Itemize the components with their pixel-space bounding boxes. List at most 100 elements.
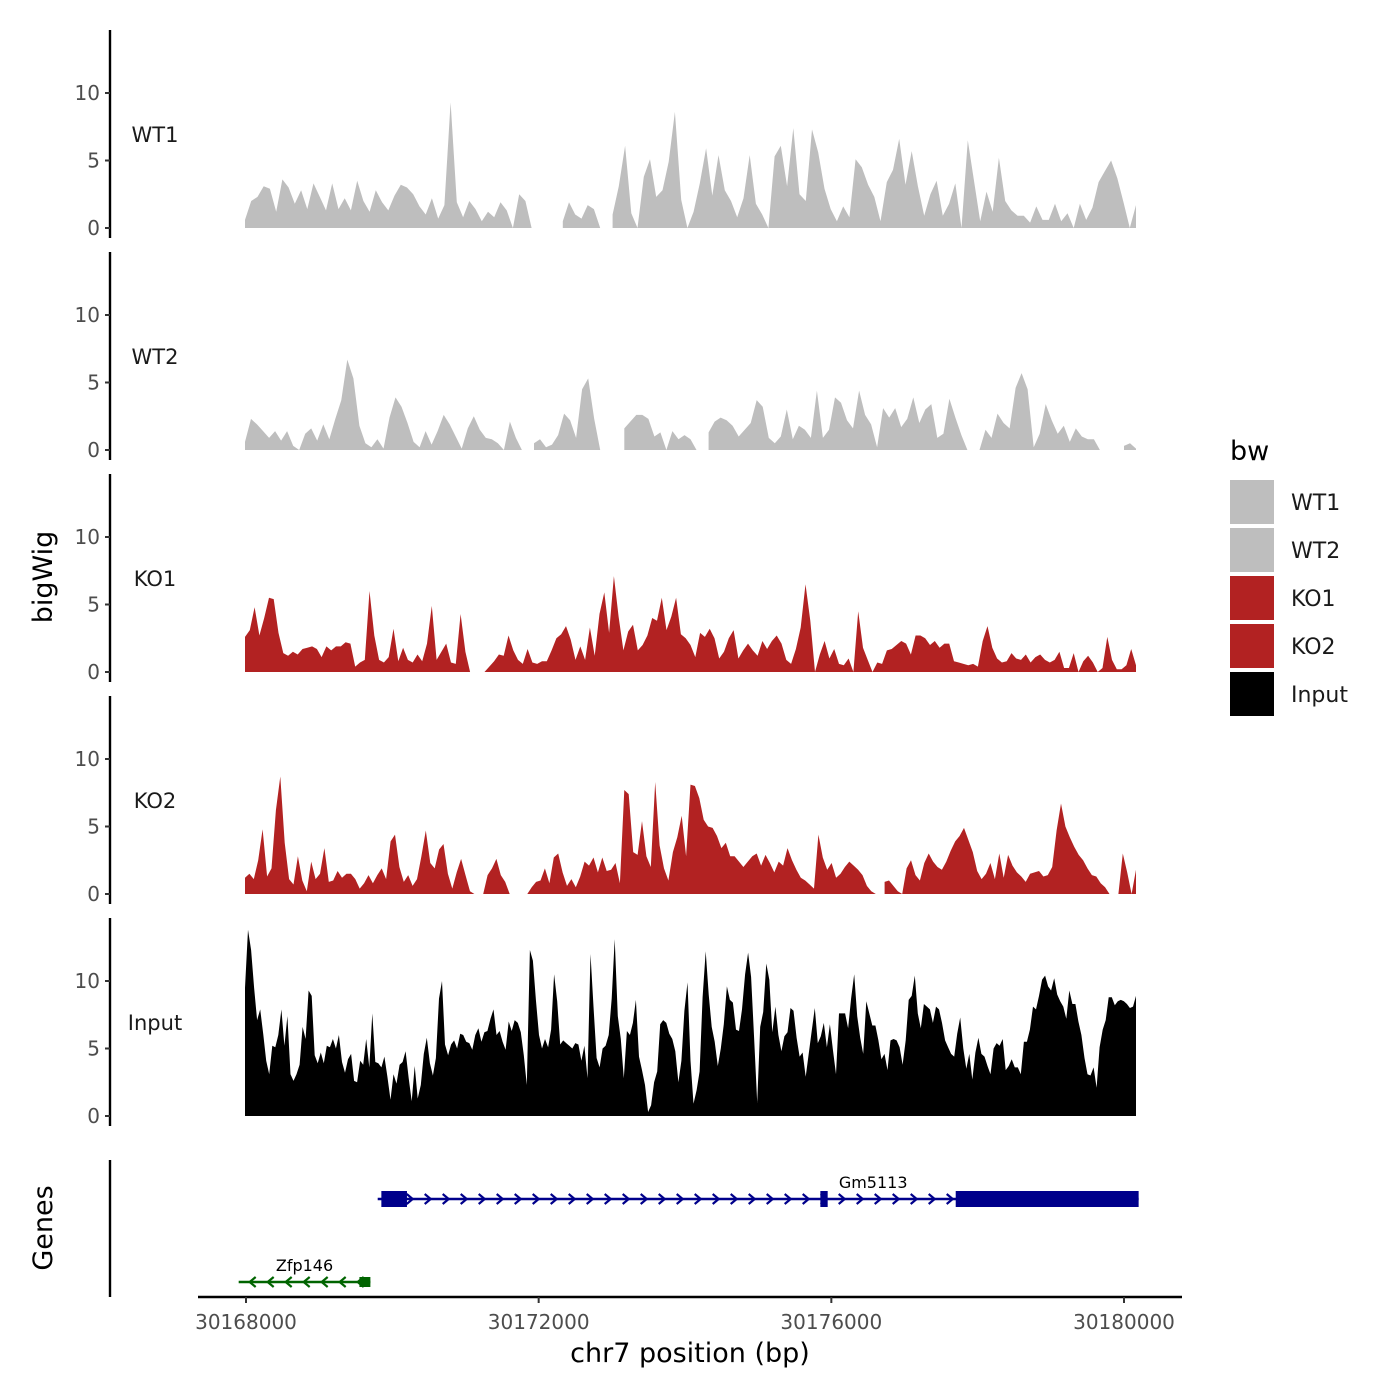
strand-arrow (441, 1193, 451, 1205)
y-tick-label: 10 (75, 747, 100, 771)
legend: bw WT1 WT2 KO1 KO2 Input (1230, 436, 1348, 716)
strand-arrow (531, 1193, 541, 1205)
x-tick-label: 30172000 (488, 1310, 590, 1334)
strand-arrow (405, 1193, 415, 1205)
gene-zfp146: Zfp146 (238, 1256, 371, 1288)
strand-arrow (675, 1193, 685, 1205)
strand-arrow (265, 1276, 275, 1288)
area-segment-ko2 (245, 776, 475, 894)
legend-label-ko1: KO1 (1291, 587, 1336, 612)
y-tick-label: 0 (87, 1104, 100, 1128)
strand-arrow (621, 1193, 631, 1205)
x-tick-label: 30168000 (195, 1310, 297, 1334)
legend-swatch-ko1 (1230, 576, 1274, 620)
legend-swatch-input (1230, 672, 1274, 716)
strand-arrow (693, 1193, 703, 1205)
y-tick-label: 10 (75, 303, 100, 327)
track-panel-wt1: 0 5 10 WT1 (75, 30, 1136, 240)
strand-arrow (711, 1193, 721, 1205)
area-segment-wt2 (1124, 443, 1136, 450)
strand-arrow (747, 1193, 757, 1205)
exon-block (955, 1191, 1139, 1207)
track-panel-ko2: 0 5 10 KO2 (75, 696, 1136, 906)
strand-arrow (657, 1193, 667, 1205)
exon-block (359, 1277, 371, 1287)
track-label: WT2 (132, 345, 179, 369)
legend-swatch-wt1 (1230, 480, 1274, 524)
strand-arrow (337, 1276, 347, 1288)
strand-arrow (765, 1193, 775, 1205)
area-segment-wt2 (979, 373, 1100, 450)
area-segment-ko2 (527, 782, 876, 894)
strand-arrow (585, 1193, 595, 1205)
y-tick-label: 10 (75, 969, 100, 993)
area-segment-wt2 (534, 378, 601, 450)
exon-block (820, 1191, 828, 1207)
track-label: KO2 (134, 789, 177, 813)
legend-swatch-ko2 (1230, 624, 1274, 668)
y-tick-label: 0 (87, 216, 100, 240)
legend-swatch-wt2 (1230, 528, 1274, 572)
gene-label: Gm5113 (839, 1173, 908, 1192)
area-segment-wt2 (624, 414, 697, 450)
strand-arrow (873, 1193, 883, 1205)
strand-arrow (909, 1193, 919, 1205)
y-tick-label: 0 (87, 882, 100, 906)
y-tick-label: 5 (87, 593, 100, 617)
track-panels: 0 5 10 WT1 0 5 10 WT2 0 5 10 KO1 0 5 10 KO2 0 5 10 Input (75, 30, 1136, 1128)
strand-arrow (639, 1193, 649, 1205)
legend-label-wt1: WT1 (1291, 491, 1340, 516)
area-segment-wt2 (245, 359, 522, 450)
legend-title: bw (1230, 436, 1269, 467)
gene-gm5113: Gm5113 (377, 1173, 1139, 1207)
track-panel-input: 0 5 10 Input (75, 918, 1136, 1128)
track-panel-ko1: 0 5 10 KO1 (75, 474, 1136, 684)
y-tick-label: 10 (75, 525, 100, 549)
y-tick-label: 5 (87, 371, 100, 395)
strand-arrow (729, 1193, 739, 1205)
strand-arrow (477, 1193, 487, 1205)
x-tick-label: 30176000 (780, 1310, 882, 1334)
area-segment-wt1 (562, 202, 601, 228)
strand-arrow (927, 1193, 937, 1205)
strand-arrow (945, 1193, 955, 1205)
genes-track: Gm5113 Zfp146 (108, 1160, 1139, 1297)
strand-arrow (423, 1193, 433, 1205)
exon-block (381, 1191, 407, 1207)
strand-arrow (855, 1193, 865, 1205)
strand-arrow (603, 1193, 613, 1205)
y-tick-label: 5 (87, 815, 100, 839)
strand-arrow (837, 1193, 847, 1205)
strand-arrow (319, 1276, 329, 1288)
strand-arrow (783, 1193, 793, 1205)
area-segment-ko2 (884, 803, 1110, 894)
x-axis: 30168000 30172000 30176000 30180000 (195, 1295, 1182, 1334)
y-tick-label: 0 (87, 660, 100, 684)
area-segment-wt2 (708, 390, 968, 450)
area-segment-ko2 (483, 858, 510, 894)
y-axis-title: bigWig (28, 531, 59, 624)
genes-axis-title: Genes (28, 1185, 59, 1270)
x-tick-label: 30180000 (1073, 1310, 1175, 1334)
area-segment-ko2 (1118, 853, 1136, 894)
track-panel-wt2: 0 5 10 WT2 (75, 252, 1136, 462)
legend-label-ko2: KO2 (1291, 635, 1336, 660)
area-segment-input (245, 929, 1136, 1116)
track-label: KO1 (134, 567, 177, 591)
strand-arrow (459, 1193, 469, 1205)
track-label: WT1 (132, 123, 179, 147)
strand-arrow (301, 1276, 311, 1288)
area-segment-wt1 (612, 111, 1136, 228)
track-label: Input (128, 1011, 182, 1035)
y-tick-label: 0 (87, 438, 100, 462)
y-tick-label: 5 (87, 149, 100, 173)
gene-label: Zfp146 (276, 1256, 333, 1275)
area-segment-ko1 (245, 591, 471, 672)
strand-arrow (513, 1193, 523, 1205)
strand-arrow (891, 1193, 901, 1205)
y-tick-label: 5 (87, 1037, 100, 1061)
legend-label-wt2: WT2 (1291, 539, 1340, 564)
x-axis-title: chr7 position (bp) (570, 1338, 810, 1369)
area-segment-ko1 (484, 576, 1136, 672)
